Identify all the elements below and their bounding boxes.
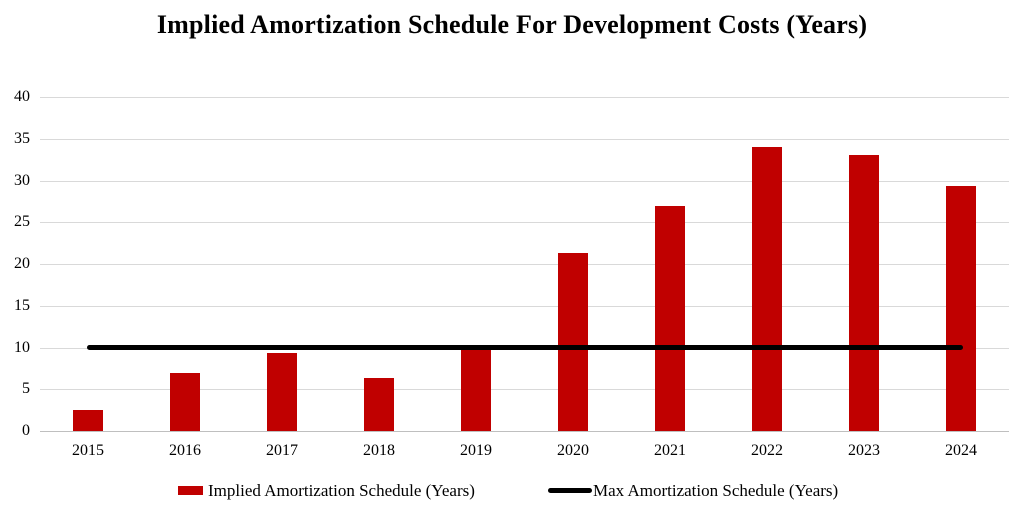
bar-2016 xyxy=(170,373,200,431)
gridline xyxy=(40,264,1009,265)
x-axis-label: 2015 xyxy=(72,442,104,459)
bar-2020 xyxy=(558,253,588,431)
y-axis-label: 5 xyxy=(22,380,30,397)
y-axis-label: 30 xyxy=(14,172,30,189)
x-axis-label: 2017 xyxy=(266,442,298,459)
bar-2017 xyxy=(267,353,297,431)
max-amortization-line xyxy=(87,345,963,350)
y-axis-label: 0 xyxy=(22,422,30,439)
chart-title: Implied Amortization Schedule For Develo… xyxy=(156,10,868,39)
x-axis-label: 2020 xyxy=(557,442,589,459)
x-axis-label: 2023 xyxy=(848,442,880,459)
bar-2023 xyxy=(849,155,879,431)
y-axis-label: 40 xyxy=(14,88,30,105)
bar-2018 xyxy=(364,378,394,431)
bar-2019 xyxy=(461,348,491,431)
y-axis-label: 20 xyxy=(14,255,30,272)
gridline xyxy=(40,97,1009,98)
x-axis-line xyxy=(40,431,1009,432)
y-axis-label: 25 xyxy=(14,213,30,230)
y-axis-label: 10 xyxy=(14,339,30,356)
bar-2015 xyxy=(73,410,103,431)
y-axis-label: 35 xyxy=(14,130,30,147)
gridline xyxy=(40,222,1009,223)
bar-2022 xyxy=(752,147,782,431)
legend-swatch-line xyxy=(548,488,592,493)
x-axis-label: 2022 xyxy=(751,442,783,459)
legend-label-max: Max Amortization Schedule (Years) xyxy=(593,481,839,500)
y-axis-label: 15 xyxy=(14,297,30,314)
x-axis-label: 2016 xyxy=(169,442,201,459)
gridline xyxy=(40,181,1009,182)
gridline xyxy=(40,306,1009,307)
gridline xyxy=(40,389,1009,390)
x-axis-label: 2024 xyxy=(945,442,977,459)
x-axis-label: 2019 xyxy=(460,442,492,459)
x-axis-label: 2021 xyxy=(654,442,686,459)
legend-label-implied: Implied Amortization Schedule (Years) xyxy=(208,481,475,500)
legend: Implied Amortization Schedule (Years) Ma… xyxy=(0,478,1024,502)
bar-2021 xyxy=(655,206,685,431)
legend-swatch-bar xyxy=(178,486,203,495)
bar-2024 xyxy=(946,186,976,431)
x-axis-label: 2018 xyxy=(363,442,395,459)
gridline xyxy=(40,139,1009,140)
